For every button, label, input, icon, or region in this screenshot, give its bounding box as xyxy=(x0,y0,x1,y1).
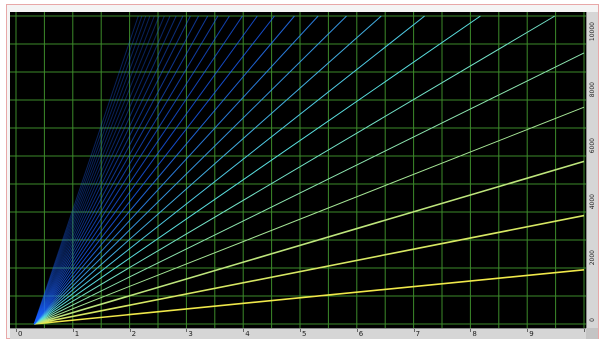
y-tick-label: 10000 xyxy=(589,22,596,42)
harmonic-line xyxy=(33,15,147,325)
x-tick-mark xyxy=(16,329,17,332)
harmonic-line xyxy=(33,15,347,325)
harmonic-line xyxy=(33,15,165,325)
harmonic-line xyxy=(33,15,556,325)
x-tick-label: 9 xyxy=(529,330,534,338)
x-tick-mark xyxy=(129,329,131,332)
spectrogram-canvas xyxy=(10,12,586,328)
x-tick-mark xyxy=(186,329,188,332)
harmonic-line xyxy=(33,15,155,325)
harmonic-line xyxy=(33,52,585,325)
x-tick-label: 7 xyxy=(415,330,421,338)
harmonic-line xyxy=(33,15,160,325)
harmonic-line xyxy=(33,15,184,325)
x-tick-label: 0 xyxy=(18,330,23,338)
harmonic-line xyxy=(34,268,585,325)
harmonic-line xyxy=(33,15,139,325)
harmonic-line xyxy=(33,15,230,325)
x-tick-mark xyxy=(470,329,472,332)
harmonic-line xyxy=(33,15,243,325)
x-tick-label: 4 xyxy=(245,330,250,338)
harmonic-line xyxy=(34,214,585,325)
x-tick-mark xyxy=(356,329,358,332)
x-tick-mark xyxy=(300,329,301,332)
x-tick-label: 3 xyxy=(188,330,193,338)
harmonic-line xyxy=(33,15,295,325)
harmonic-line xyxy=(33,15,481,325)
spectrogram-plot[interactable] xyxy=(10,12,586,328)
harmonic-line xyxy=(33,15,209,325)
x-tick-label: 2 xyxy=(131,330,137,338)
ruler-corner xyxy=(586,328,598,339)
harmonic-line xyxy=(33,15,425,325)
harmonic-line xyxy=(33,15,191,325)
harmonic-line xyxy=(33,15,151,325)
y-tick-label: 6000 xyxy=(589,138,596,154)
x-tick-label: 1 xyxy=(74,330,80,338)
x-tick-label: 6 xyxy=(358,330,364,338)
x-tick-mark xyxy=(584,329,585,332)
harmonic-line xyxy=(33,15,177,325)
harmonic-line xyxy=(33,15,275,325)
harmonic-line xyxy=(33,15,200,325)
harmonic-line xyxy=(33,15,219,325)
y-tick-label: 4000 xyxy=(589,194,596,210)
y-tick-label: 8000 xyxy=(589,82,596,98)
harmonic-line xyxy=(33,15,382,325)
x-axis-ruler: 012345678910 xyxy=(10,328,595,339)
x-tick-mark xyxy=(243,329,245,332)
x-tick-mark xyxy=(413,329,415,332)
x-tick-mark xyxy=(72,329,74,332)
y-tick-label: 2000 xyxy=(589,250,596,266)
x-tick-mark xyxy=(527,329,529,332)
harmonic-line xyxy=(33,15,171,325)
x-tick-label: 8 xyxy=(472,330,477,338)
harmonic-line xyxy=(33,15,258,325)
y-axis-ruler: 0 2000 4000 6000 8000 10000 xyxy=(586,12,598,328)
harmonic-line xyxy=(33,15,143,325)
x-tick-label: 5 xyxy=(302,330,307,338)
harmonic-line xyxy=(33,106,585,325)
y-tick-label: 0 xyxy=(589,318,596,322)
harmonic-line xyxy=(33,160,585,325)
harmonic-line xyxy=(33,15,319,325)
